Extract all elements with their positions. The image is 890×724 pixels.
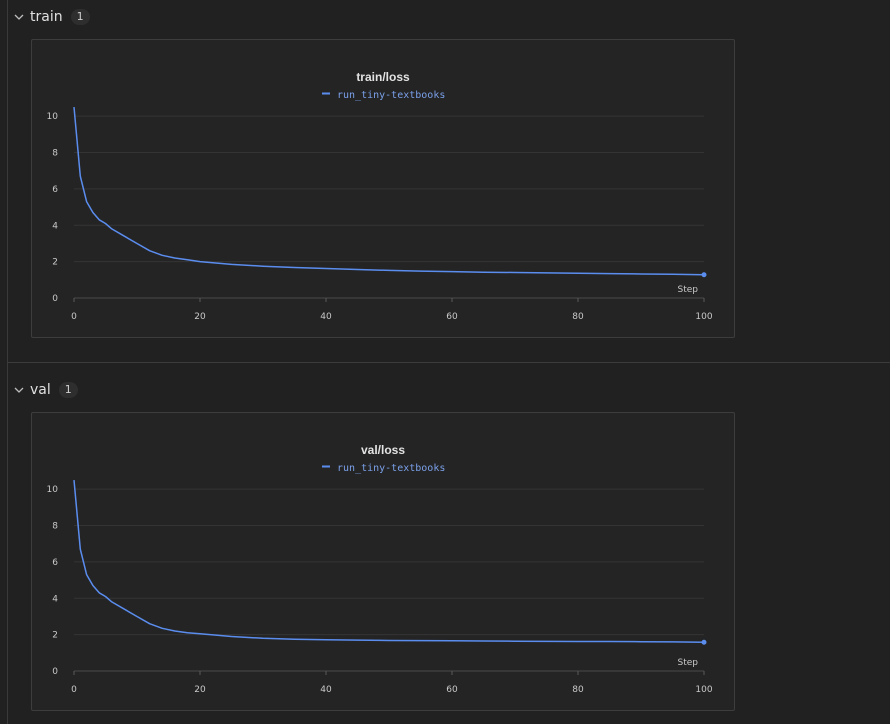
x-tick-label: 100 <box>695 685 712 695</box>
chart-title: train/loss <box>356 70 410 84</box>
legend-label[interactable]: run_tiny-textbooks <box>337 90 445 101</box>
x-axis-label: Step <box>678 658 699 668</box>
chart-panel-val-loss[interactable]: val/loss run_tiny-textbooks Step 0 2 4 6 8 10… <box>31 412 735 711</box>
series-endpoint <box>701 639 707 645</box>
chart-title: val/loss <box>361 443 405 457</box>
series-line[interactable] <box>73 480 705 644</box>
panel-count-badge: 1 <box>70 9 90 25</box>
x-tick-label: 80 <box>572 685 584 695</box>
line-chart: val/loss run_tiny-textbooks Step 0 2 4 6 8 10… <box>47 443 713 695</box>
left-border <box>7 0 8 724</box>
y-tick-label: 0 <box>52 294 58 304</box>
y-tick-label: 2 <box>52 631 58 641</box>
x-tick-label: 100 <box>695 312 712 322</box>
y-tick-label: 10 <box>47 485 59 495</box>
x-tick-label: 80 <box>572 312 584 322</box>
chart-panel-train-loss[interactable]: train/loss run_tiny-textbooks Step 0 2 4 6 8… <box>31 39 735 338</box>
chevron-down-icon[interactable] <box>12 383 26 397</box>
x-tick-label: 40 <box>320 312 332 322</box>
y-tick-label: 6 <box>52 558 58 568</box>
panel-count-badge: 1 <box>58 382 78 398</box>
line-chart: train/loss run_tiny-textbooks Step 0 2 4 6 8… <box>47 70 713 322</box>
y-tick-label: 2 <box>52 258 58 268</box>
series-line[interactable] <box>73 107 705 276</box>
chevron-down-icon[interactable] <box>12 10 26 24</box>
legend-label[interactable]: run_tiny-textbooks <box>337 463 445 474</box>
y-tick-label: 4 <box>52 221 58 231</box>
section-title: val <box>30 382 51 398</box>
series-endpoint <box>701 272 707 278</box>
section-header-train[interactable]: train 1 <box>12 6 90 28</box>
x-axis-label: Step <box>678 285 699 295</box>
y-tick-label: 6 <box>52 185 58 195</box>
x-tick-label: 60 <box>446 685 458 695</box>
x-tick-label: 0 <box>71 312 77 322</box>
x-tick-label: 20 <box>194 312 206 322</box>
y-tick-label: 8 <box>52 149 58 159</box>
y-tick-label: 8 <box>52 522 58 532</box>
y-tick-label: 4 <box>52 594 58 604</box>
section-header-val[interactable]: val 1 <box>12 379 78 401</box>
y-tick-label: 10 <box>47 112 59 122</box>
x-tick-label: 60 <box>446 312 458 322</box>
section-divider <box>8 362 890 363</box>
x-tick-label: 20 <box>194 685 206 695</box>
x-tick-label: 0 <box>71 685 77 695</box>
section-title: train <box>30 9 63 25</box>
x-tick-label: 40 <box>320 685 332 695</box>
y-tick-label: 0 <box>52 667 58 677</box>
